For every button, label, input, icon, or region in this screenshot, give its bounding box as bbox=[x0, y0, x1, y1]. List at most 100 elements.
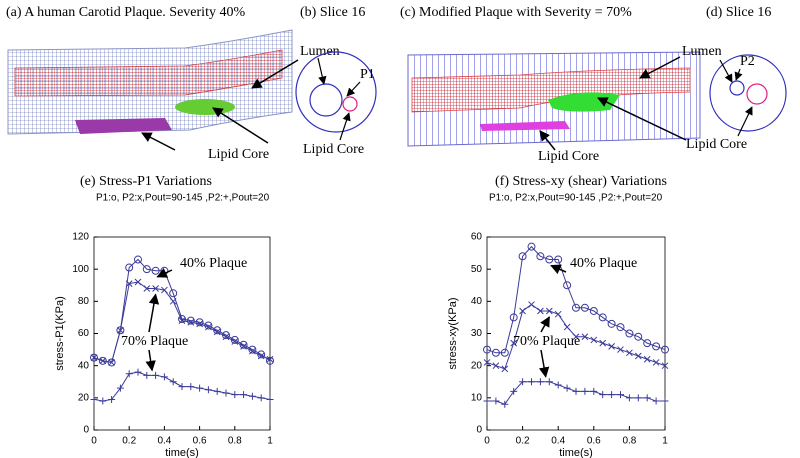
y-tick-label: 60 bbox=[78, 328, 90, 339]
marker bbox=[643, 339, 652, 348]
arrow bbox=[317, 57, 327, 85]
marker bbox=[598, 313, 607, 322]
marker bbox=[661, 362, 669, 370]
marker bbox=[589, 306, 598, 315]
marker bbox=[90, 353, 98, 362]
marker bbox=[161, 286, 168, 294]
marker bbox=[266, 355, 274, 363]
marker bbox=[143, 371, 151, 379]
lipid-core-shape bbox=[75, 118, 172, 134]
arrow bbox=[346, 81, 361, 97]
marker bbox=[169, 289, 178, 298]
y-tick-label: 30 bbox=[471, 328, 483, 339]
y-tick-label: 40 bbox=[471, 296, 483, 307]
marker bbox=[509, 313, 518, 322]
marker bbox=[590, 387, 598, 395]
marker bbox=[187, 318, 195, 326]
annotation: 40% Plaque bbox=[180, 256, 247, 271]
chart: (f) Stress-xy (shear) Variations P1:o, P2… bbox=[447, 174, 669, 458]
marker bbox=[240, 343, 247, 350]
marker bbox=[581, 333, 589, 341]
y-axis-label: stress-P1(KPa) bbox=[54, 296, 66, 371]
annotation: 70% Plaque bbox=[513, 334, 580, 349]
label: P1 bbox=[360, 67, 375, 82]
marker bbox=[134, 278, 142, 286]
marker bbox=[195, 318, 204, 327]
panel-title: (b) Slice 16 bbox=[300, 5, 365, 20]
arrow bbox=[737, 106, 753, 137]
marker bbox=[554, 255, 563, 264]
marker bbox=[483, 359, 491, 366]
marker bbox=[98, 356, 107, 365]
label: Lumen bbox=[300, 44, 340, 59]
y-tick-label: 0 bbox=[476, 425, 482, 436]
label: Lipid Core bbox=[686, 137, 747, 152]
marker bbox=[178, 315, 186, 324]
y-tick-label: 40 bbox=[78, 360, 90, 371]
annotation-arrow bbox=[550, 264, 567, 275]
marker bbox=[528, 301, 535, 308]
marker bbox=[607, 319, 616, 328]
marker bbox=[142, 265, 151, 274]
marker bbox=[99, 357, 107, 365]
x-tick-label: 1 bbox=[267, 436, 273, 447]
arrow bbox=[141, 132, 176, 151]
label: Lipid Core bbox=[538, 149, 599, 164]
annotation-arrow bbox=[148, 293, 160, 333]
marker bbox=[483, 345, 491, 354]
panel-c: (c) Modified Plaque with Severity = 70% … bbox=[400, 5, 722, 164]
x-tick-label: 0.6 bbox=[587, 436, 601, 447]
marker bbox=[625, 329, 634, 338]
annotation: 70% Plaque bbox=[121, 334, 188, 349]
panel-title: (a) A human Carotid Plaque. Severity 40% bbox=[6, 5, 245, 20]
marker bbox=[492, 362, 500, 370]
chart-subtitle: P1:o, P2:x,Pout=90-145 ,P2:+,Pout=20 bbox=[96, 193, 270, 204]
marker bbox=[108, 395, 116, 403]
marker bbox=[187, 383, 195, 391]
y-tick-label: 20 bbox=[78, 392, 90, 403]
marker bbox=[519, 307, 526, 315]
marker bbox=[205, 323, 212, 331]
arrow bbox=[251, 59, 299, 89]
lipid-ring bbox=[342, 96, 358, 112]
marker bbox=[661, 397, 669, 405]
y-tick-label: 60 bbox=[471, 232, 483, 243]
marker bbox=[581, 387, 589, 395]
marker bbox=[643, 355, 651, 363]
panel-title: (c) Modified Plaque with Severity = 70% bbox=[400, 5, 632, 20]
y-tick-label: 100 bbox=[72, 264, 89, 275]
annotation-arrow bbox=[538, 349, 550, 378]
arrow bbox=[734, 68, 743, 81]
marker bbox=[626, 349, 633, 357]
outer-wall bbox=[295, 51, 377, 133]
marker bbox=[125, 370, 133, 378]
marker bbox=[563, 281, 572, 290]
marker bbox=[213, 387, 221, 395]
chart-title: (e) Stress-P1 Variations bbox=[80, 174, 212, 189]
x-tick-label: 0 bbox=[484, 436, 490, 447]
marker bbox=[169, 378, 177, 386]
marker bbox=[231, 338, 239, 345]
marker bbox=[580, 303, 589, 312]
marker bbox=[617, 391, 624, 399]
marker bbox=[519, 378, 527, 386]
arrow bbox=[597, 97, 687, 141]
marker bbox=[117, 326, 124, 334]
x-tick-label: 0.4 bbox=[551, 436, 565, 447]
marker bbox=[204, 386, 212, 394]
panel-a: (a) A human Carotid Plaque. Severity 40%… bbox=[6, 5, 340, 162]
x-tick-label: 0.2 bbox=[516, 436, 530, 447]
marker bbox=[599, 391, 607, 399]
marker bbox=[257, 394, 265, 402]
label: Lumen bbox=[682, 44, 722, 59]
marker bbox=[249, 347, 256, 355]
marker bbox=[563, 323, 571, 331]
annotation-arrow bbox=[156, 268, 173, 278]
marker bbox=[108, 359, 115, 366]
y-tick-label: 20 bbox=[471, 360, 483, 371]
marker bbox=[492, 397, 500, 405]
x-axis-label: time(s) bbox=[165, 447, 199, 458]
label: Lipid Core bbox=[303, 142, 364, 157]
x-tick-label: 0 bbox=[91, 436, 97, 447]
marker bbox=[152, 371, 160, 379]
